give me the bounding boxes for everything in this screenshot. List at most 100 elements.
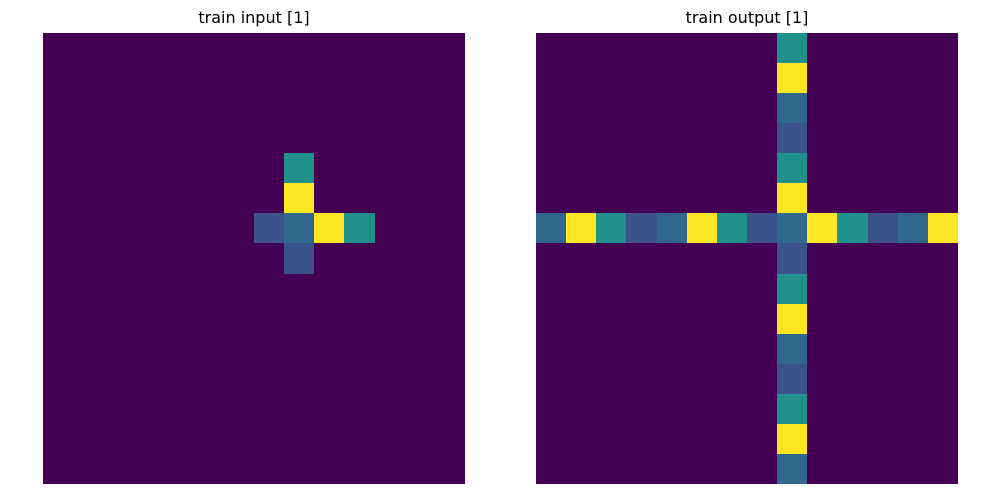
grid-cell — [536, 153, 567, 184]
grid-cell — [284, 363, 315, 394]
grid-cell — [837, 93, 868, 124]
grid-cell — [193, 243, 224, 274]
grid-cell — [626, 93, 657, 124]
grid-cell — [596, 33, 627, 64]
grid-cell — [344, 33, 375, 64]
grid-cell — [807, 93, 838, 124]
grid-cell — [566, 123, 597, 154]
grid-cell — [837, 153, 868, 184]
grid-cell — [133, 333, 164, 364]
grid-cell — [193, 453, 224, 484]
grid-cell — [716, 183, 747, 214]
grid-cell — [163, 423, 194, 454]
grid-cell — [163, 33, 194, 64]
grid-cell — [103, 453, 134, 484]
grid-cell — [686, 123, 717, 154]
grid-cell — [716, 333, 747, 364]
grid-cell — [716, 303, 747, 334]
grid-cell — [927, 93, 958, 124]
grid-cell — [927, 243, 958, 274]
grid-cell — [686, 33, 717, 64]
grid-cell — [434, 423, 465, 454]
grid-cell — [626, 453, 657, 484]
grid-cell — [807, 393, 838, 424]
grid-cell — [867, 453, 898, 484]
grid-cell — [374, 303, 405, 334]
grid-cell — [344, 453, 375, 484]
grid-cell — [434, 183, 465, 214]
grid-cell — [656, 453, 687, 484]
grid-cell — [566, 183, 597, 214]
grid-cell — [193, 333, 224, 364]
grid-cell — [434, 153, 465, 184]
grid-cell — [566, 423, 597, 454]
grid-cell — [253, 333, 285, 364]
grid-cell — [807, 333, 838, 364]
grid-cell — [897, 273, 928, 304]
grid-cell — [163, 453, 194, 484]
grid-cell — [596, 63, 627, 94]
grid-cell — [837, 303, 868, 334]
grid-cell — [656, 273, 687, 304]
grid-cell — [927, 423, 958, 454]
grid-cell — [73, 303, 104, 334]
grid-cell — [807, 183, 838, 214]
grid-cell — [626, 333, 657, 364]
grid-cell — [566, 363, 597, 394]
grid-cell — [103, 243, 134, 274]
grid-cell — [807, 63, 838, 94]
grid-cell — [344, 63, 375, 94]
grid-cell — [746, 153, 778, 184]
grid-cell — [103, 213, 134, 244]
grid-cell — [73, 213, 104, 244]
grid-cell — [284, 93, 315, 124]
grid-cell — [193, 363, 224, 394]
grid-cell — [536, 273, 567, 304]
grid-cell — [344, 183, 375, 214]
grid-cell — [777, 123, 808, 154]
grid-cell — [897, 93, 928, 124]
grid-cell — [163, 333, 194, 364]
grid-cell — [746, 213, 778, 244]
grid-cell — [837, 123, 868, 154]
grid-cell — [374, 153, 405, 184]
grid-cell — [686, 93, 717, 124]
grid-cell — [73, 123, 104, 154]
grid-cell — [837, 243, 868, 274]
grid-cell — [43, 213, 74, 244]
grid-cell — [716, 153, 747, 184]
grid-cell — [133, 423, 164, 454]
grid-cell — [73, 393, 104, 424]
grid-cell — [596, 183, 627, 214]
grid-cell — [716, 213, 747, 244]
grid-cell — [133, 273, 164, 304]
grid-cell — [284, 423, 315, 454]
grid-cell — [656, 63, 687, 94]
grid-cell — [193, 123, 224, 154]
grid-cell — [284, 153, 315, 184]
grid-cell — [746, 123, 778, 154]
grid-cell — [73, 153, 104, 184]
grid-cell — [253, 453, 285, 484]
grid-cell — [867, 273, 898, 304]
grid-cell — [656, 183, 687, 214]
grid-cell — [253, 363, 285, 394]
grid-cell — [867, 363, 898, 394]
grid-cell — [686, 393, 717, 424]
grid-cell — [344, 213, 375, 244]
grid-cell — [867, 63, 898, 94]
grid-cell — [927, 363, 958, 394]
grid-cell — [193, 303, 224, 334]
grid-cell — [536, 363, 567, 394]
grid-cell — [404, 183, 435, 214]
grid-cell — [566, 393, 597, 424]
grid-cell — [596, 363, 627, 394]
grid-cell — [927, 183, 958, 214]
grid-cell — [626, 183, 657, 214]
grid-cell — [374, 333, 405, 364]
grid-cell — [193, 213, 224, 244]
grid-cell — [344, 153, 375, 184]
grid-cell — [716, 243, 747, 274]
grid-cell — [777, 393, 808, 424]
grid-cell — [897, 153, 928, 184]
